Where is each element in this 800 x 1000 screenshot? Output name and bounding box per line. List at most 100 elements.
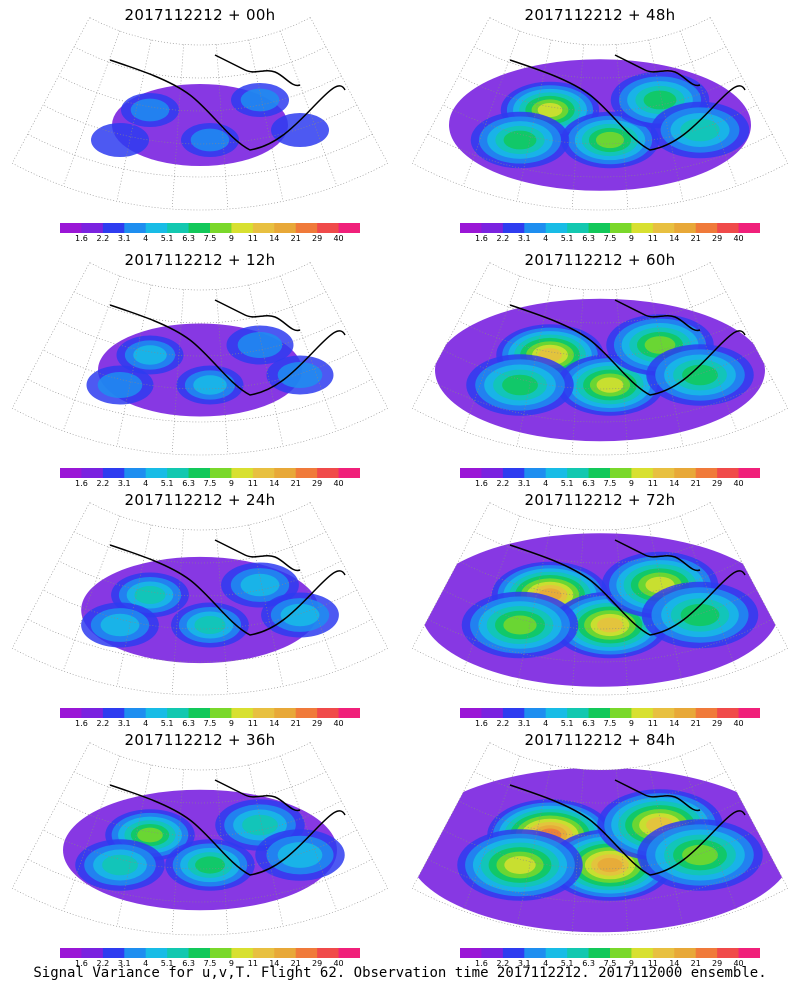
colorbar-tick-label: 9 [228, 234, 234, 243]
variance-map [11, 262, 389, 456]
colorbar-swatch [231, 223, 254, 233]
colorbar-swatch [81, 948, 104, 958]
colorbar-swatch [167, 708, 190, 718]
colorbar [460, 468, 760, 478]
colorbar-swatch [717, 468, 740, 478]
colorbar-swatch [695, 223, 718, 233]
colorbar-tick-label: 11 [647, 959, 658, 968]
colorbar-tick-label: 2.2 [96, 479, 110, 488]
colorbar-tick-label: 3.1 [117, 479, 131, 488]
colorbar-swatch [717, 708, 740, 718]
colorbar-swatch [545, 223, 568, 233]
colorbar-swatch [524, 948, 547, 958]
colorbar-tick-label: 7.5 [603, 479, 617, 488]
colorbar-swatch [274, 708, 297, 718]
colorbar-swatch [210, 948, 232, 958]
colorbar-tick-label: 14 [269, 234, 280, 243]
colorbar-tick-label: 21 [690, 959, 701, 968]
colorbar-labels: 1.6 2.2 3.1 4 5.1 6.3 7.5 9 11 14 21 29 40 [460, 479, 760, 491]
colorbar-tick-label: 29 [312, 719, 323, 728]
colorbar-tick-label: 2.2 [496, 234, 510, 243]
colorbar-tick-label: 1.6 [75, 719, 88, 728]
colorbar-tick-label: 6.3 [182, 959, 195, 968]
colorbar [460, 948, 760, 958]
colorbar-tick-label: 3.1 [117, 959, 131, 968]
colorbar [60, 468, 360, 478]
colorbar-swatch [588, 468, 611, 478]
colorbar-tick-label: 40 [333, 719, 344, 728]
colorbar-swatch [481, 223, 504, 233]
colorbar-tick-label: 3.1 [117, 719, 131, 728]
colorbar-swatch [210, 708, 232, 718]
colorbar-tick-label: 6.3 [182, 719, 195, 728]
colorbar-swatch [717, 948, 740, 958]
colorbar-swatch [60, 708, 82, 718]
colorbar-tick-label: 4 [143, 479, 149, 488]
colorbar-swatch [588, 708, 611, 718]
colorbar-tick-label: 9 [628, 479, 634, 488]
colorbar-swatch [524, 708, 547, 718]
colorbar-swatch [145, 468, 168, 478]
colorbar-swatch [231, 708, 254, 718]
colorbar-swatch [695, 948, 718, 958]
colorbar-swatch [338, 708, 360, 718]
panel-title: 2017112212 + 36h [124, 731, 276, 749]
colorbar-swatch [81, 223, 104, 233]
map-panel: 2017112212 + 12h 1.6 2.2 3.1 4 5.1 6.3 7.5 9 11 14… [0, 245, 400, 490]
colorbar-tick-label: 6.3 [582, 959, 595, 968]
colorbar-swatch [231, 468, 254, 478]
colorbar-swatch [738, 708, 760, 718]
colorbar-tick-label: 11 [247, 719, 258, 728]
colorbar-swatch [188, 948, 211, 958]
colorbar-tick-label: 6.3 [582, 234, 595, 243]
colorbar-tick-label: 29 [712, 234, 723, 243]
colorbar-swatch [502, 948, 525, 958]
colorbar-tick-label: 9 [628, 719, 634, 728]
map-panel: 2017112212 + 24h 1.6 2.2 3.1 4 5.1 6.3 7.5 9 11 14… [0, 485, 400, 730]
colorbar-tick-label: 2.2 [496, 479, 510, 488]
colorbar-tick-label: 21 [290, 234, 301, 243]
colorbar-tick-label: 5.1 [160, 234, 174, 243]
colorbar-tick-label: 14 [269, 959, 280, 968]
colorbar-tick-label: 40 [733, 479, 744, 488]
panel-title: 2017112212 + 00h [124, 6, 276, 24]
colorbar-swatch [338, 468, 360, 478]
colorbar-tick-label: 14 [669, 959, 680, 968]
figure-caption: Signal Variance for u,v,T. Flight 62. Ob… [33, 965, 767, 981]
colorbar-swatch [652, 468, 675, 478]
colorbar-swatch [545, 468, 568, 478]
colorbar-swatch [124, 468, 147, 478]
colorbar-tick-label: 9 [628, 234, 634, 243]
colorbar-swatch [167, 468, 190, 478]
colorbar-swatch [167, 223, 190, 233]
colorbar-tick-label: 21 [290, 719, 301, 728]
colorbar-tick-label: 7.5 [203, 719, 217, 728]
colorbar-swatch [674, 468, 697, 478]
colorbar-tick-label: 1.6 [475, 959, 488, 968]
colorbar-swatch [317, 708, 340, 718]
colorbar-swatch [738, 223, 760, 233]
colorbar-swatch [695, 708, 718, 718]
colorbar-tick-label: 14 [269, 719, 280, 728]
colorbar-tick-label: 9 [228, 479, 234, 488]
colorbar-tick-label: 4 [143, 719, 149, 728]
colorbar-swatch [124, 948, 147, 958]
map-panel: 2017112212 + 60h 1.6 2.2 3.1 4 5.1 6.3 7.5 9 11 14… [400, 245, 800, 490]
colorbar-tick-label: 11 [647, 719, 658, 728]
colorbar-tick-label: 2.2 [96, 959, 110, 968]
colorbar-tick-label: 11 [247, 959, 258, 968]
colorbar-swatch [338, 223, 360, 233]
colorbar-swatch [252, 223, 275, 233]
panel-title: 2017112212 + 84h [524, 731, 676, 749]
colorbar-swatch [674, 948, 697, 958]
colorbar-swatch [631, 948, 654, 958]
colorbar-tick-label: 3.1 [517, 719, 531, 728]
colorbar-tick-label: 11 [247, 234, 258, 243]
colorbar-tick-label: 40 [733, 959, 744, 968]
colorbar-tick-label: 29 [712, 479, 723, 488]
colorbar-swatch [145, 223, 168, 233]
colorbar-tick-label: 5.1 [160, 479, 174, 488]
colorbar-labels: 1.6 2.2 3.1 4 5.1 6.3 7.5 9 11 14 21 29 40 [60, 719, 360, 731]
colorbar-swatch [274, 223, 297, 233]
colorbar-swatch [674, 708, 697, 718]
